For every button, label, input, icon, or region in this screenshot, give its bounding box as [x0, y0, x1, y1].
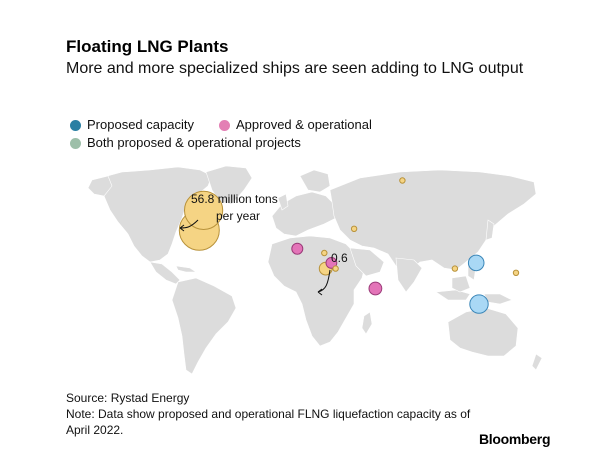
- legend-item-both: Both proposed & operational projects: [70, 135, 301, 151]
- chart-title: Floating LNG Plants: [66, 37, 229, 56]
- arabia: [349, 247, 385, 277]
- annotation-large-arrowhead: [179, 224, 185, 232]
- legend-label-proposed: Proposed capacity: [87, 117, 194, 132]
- north-america: [99, 166, 213, 263]
- annotation-large-line2: per year: [216, 209, 260, 223]
- chart-subtitle: More and more specialized ships are seen…: [66, 60, 524, 77]
- capacity-bubble-both: [321, 249, 328, 257]
- capacity-bubble-proposed: [467, 254, 485, 272]
- madagascar: [361, 311, 373, 335]
- scandinavia: [299, 169, 331, 193]
- uk: [277, 193, 289, 211]
- data-note: Note: Data show proposed and operational…: [66, 407, 471, 437]
- capacity-bubble-both: [332, 265, 339, 272]
- annotation-large-line1: 56.8 million tons: [191, 192, 278, 206]
- legend-label-operational: Approved & operational: [236, 117, 372, 132]
- new-zealand: [531, 353, 543, 371]
- capacity-bubble-both: [399, 177, 406, 184]
- annotation-small: 0.6: [331, 251, 348, 265]
- annotation-large-arrow: [179, 219, 199, 229]
- alaska: [87, 175, 113, 197]
- legend-item-proposed: Proposed capacity: [70, 117, 194, 133]
- capacity-bubble-operational: [291, 242, 304, 255]
- capacity-bubble-both: [184, 190, 224, 230]
- legend-swatch-proposed: [70, 119, 81, 131]
- land-masses: [87, 165, 543, 375]
- australia: [447, 307, 519, 357]
- asia: [329, 169, 537, 273]
- capacity-bubble-both: [451, 265, 459, 272]
- capacity-bubble-both: [512, 269, 520, 276]
- india: [395, 257, 423, 293]
- legend-item-operational: Approved & operational: [219, 117, 372, 133]
- japan: [485, 219, 495, 241]
- greenland: [205, 165, 253, 205]
- legend-swatch-operational: [219, 119, 230, 131]
- annotation-small-arrow: [317, 269, 331, 293]
- caribbean: [175, 265, 197, 273]
- indonesia: [435, 289, 471, 301]
- capacity-bubbles: [178, 177, 520, 314]
- capacity-bubble-operational: [325, 257, 338, 269]
- annotation-small-arrowhead: [317, 288, 323, 296]
- legend-label-both: Both proposed & operational projects: [87, 135, 301, 150]
- capacity-bubble-both: [350, 225, 358, 233]
- borneo: [451, 275, 471, 293]
- capacity-bubble-proposed: [469, 294, 489, 314]
- south-america: [171, 277, 237, 375]
- annotations: 56.8 million tons per year 0.6: [179, 192, 348, 296]
- capacity-bubble-operational: [368, 281, 383, 296]
- source-note: Source: Rystad Energy: [66, 391, 190, 405]
- africa: [267, 235, 367, 347]
- central-america: [149, 261, 181, 285]
- bloomberg-logo: Bloomberg: [479, 431, 551, 447]
- legend-swatch-both: [70, 137, 81, 149]
